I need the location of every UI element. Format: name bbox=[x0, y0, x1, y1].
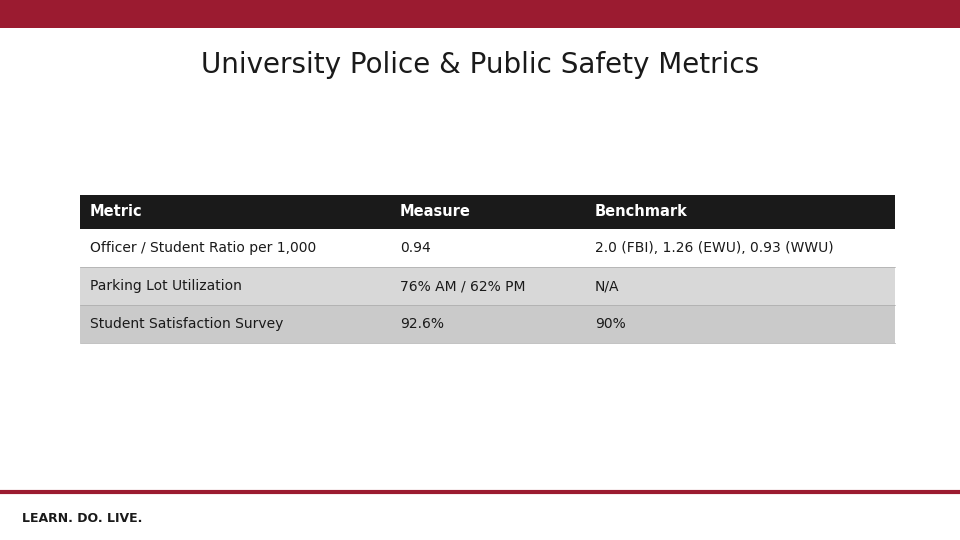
Bar bbox=[0, 0, 960, 28]
Text: 92.6%: 92.6% bbox=[400, 317, 444, 331]
Text: Parking Lot Utilization: Parking Lot Utilization bbox=[90, 279, 242, 293]
Text: Metric: Metric bbox=[90, 205, 143, 219]
Text: University Police & Public Safety Metrics: University Police & Public Safety Metric… bbox=[201, 51, 759, 79]
Bar bbox=[80, 305, 895, 343]
Text: N/A: N/A bbox=[595, 279, 619, 293]
Text: 0.94: 0.94 bbox=[400, 241, 431, 255]
Text: Officer / Student Ratio per 1,000: Officer / Student Ratio per 1,000 bbox=[90, 241, 316, 255]
Text: LEARN. DO. LIVE.: LEARN. DO. LIVE. bbox=[22, 511, 142, 524]
Text: 90%: 90% bbox=[595, 317, 626, 331]
Bar bbox=[80, 229, 895, 267]
Text: Measure: Measure bbox=[400, 205, 470, 219]
Text: 76% AM / 62% PM: 76% AM / 62% PM bbox=[400, 279, 525, 293]
Bar bbox=[80, 195, 895, 229]
Text: 2.0 (FBI), 1.26 (EWU), 0.93 (WWU): 2.0 (FBI), 1.26 (EWU), 0.93 (WWU) bbox=[595, 241, 833, 255]
Text: Benchmark: Benchmark bbox=[595, 205, 688, 219]
Bar bbox=[80, 267, 895, 305]
Text: Student Satisfaction Survey: Student Satisfaction Survey bbox=[90, 317, 283, 331]
